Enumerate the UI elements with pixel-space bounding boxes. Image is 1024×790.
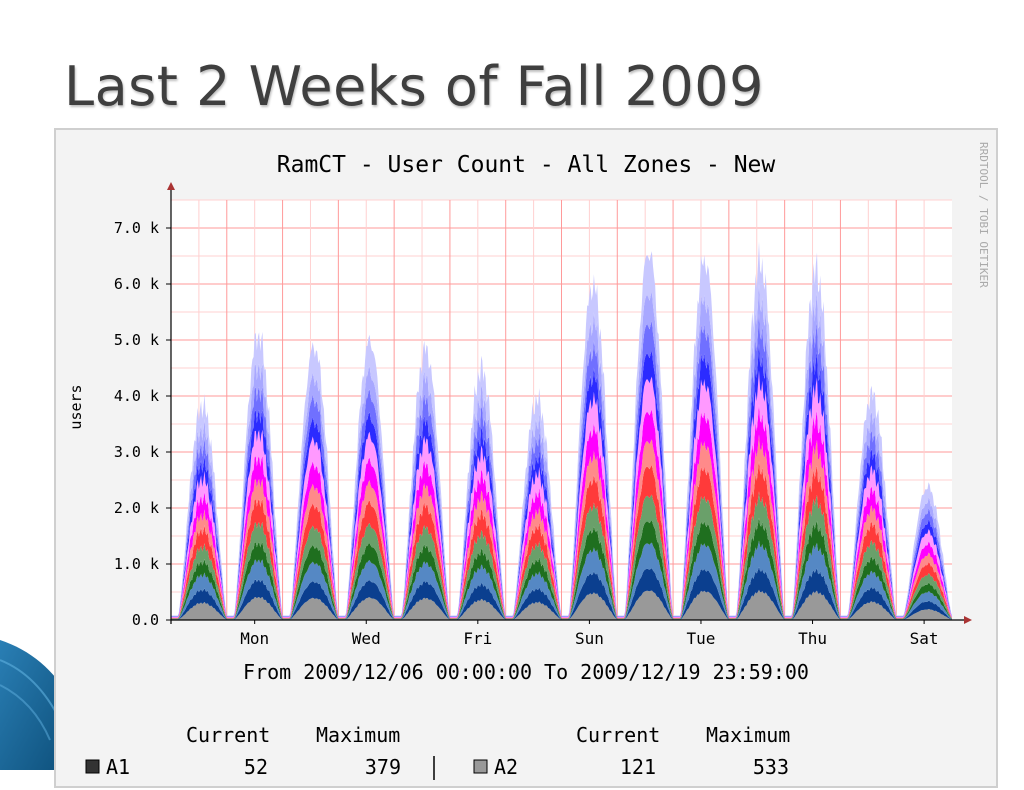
- area-layer-4: [171, 517, 952, 620]
- area-layer-2: [171, 567, 952, 620]
- y-tick-label: 2.0 k: [114, 499, 159, 517]
- y-tick-label: 6.0 k: [114, 275, 159, 293]
- legend-header-current: Current: [186, 723, 270, 747]
- stacked-areas: [171, 241, 952, 620]
- x-tick-label: Sat: [910, 629, 939, 648]
- x-axis-arrow: [964, 616, 972, 624]
- axes: [167, 182, 972, 624]
- legend: Current Maximum Current Maximum A1 52 379 A2 121…: [85, 723, 790, 780]
- legend-header-maximum: Maximum: [316, 723, 400, 747]
- x-tick-labels: Mon Wed Fri Sun Tue Thu Sat: [240, 620, 939, 648]
- y-tick-label: 4.0 k: [114, 387, 159, 405]
- legend-current-value: 52: [244, 755, 268, 779]
- y-tick-labels: 0.0 1.0 k 2.0 k 3.0 k 4.0 k 5.0 k 6.0 k 7.0 k: [114, 219, 171, 629]
- y-axis-arrow: [167, 182, 175, 190]
- x-tick-label: Thu: [798, 629, 827, 648]
- y-axis-label: users: [67, 384, 85, 429]
- slide-title: Last 2 Weeks of Fall 2009: [64, 55, 764, 118]
- area-layer-1: [171, 589, 952, 620]
- user-count-chart: RamCT - User Count - All Zones - New RRD…: [67, 142, 990, 780]
- legend-maximum-value: 379: [365, 755, 401, 779]
- legend-series-name: A1: [106, 755, 130, 779]
- y-tick-label: 7.0 k: [114, 219, 159, 237]
- legend-swatch: [85, 759, 100, 774]
- y-tick-label: 3.0 k: [114, 443, 159, 461]
- legend-series-name: A2: [494, 755, 518, 779]
- y-tick-label: 0.0: [132, 611, 159, 629]
- x-axis-range-label: From 2009/12/06 00:00:00 To 2009/12/19 2…: [243, 660, 809, 684]
- area-layer-3: [171, 540, 952, 620]
- rrdtool-watermark: RRDTOOL / TOBI OETIKER: [977, 142, 990, 288]
- legend-header-maximum: Maximum: [706, 723, 790, 747]
- legend-maximum-value: 533: [753, 755, 789, 779]
- legend-swatch: [473, 759, 488, 774]
- area-layer-7: [171, 434, 952, 619]
- y-tick-label: 5.0 k: [114, 331, 159, 349]
- chart-title: RamCT - User Count - All Zones - New: [277, 152, 776, 178]
- x-tick-label: Fri: [463, 629, 492, 648]
- rrd-graph-panel: RamCT - User Count - All Zones - New RRD…: [54, 128, 998, 788]
- x-tick-label: Mon: [240, 629, 269, 648]
- y-tick-label: 1.0 k: [114, 555, 159, 573]
- x-tick-label: Sun: [575, 629, 604, 648]
- x-tick-label: Wed: [352, 629, 381, 648]
- area-layer-6: [171, 461, 952, 619]
- legend-current-value: 121: [620, 755, 656, 779]
- legend-header-current: Current: [576, 723, 660, 747]
- area-layer-5: [171, 491, 952, 619]
- x-tick-label: Tue: [687, 629, 716, 648]
